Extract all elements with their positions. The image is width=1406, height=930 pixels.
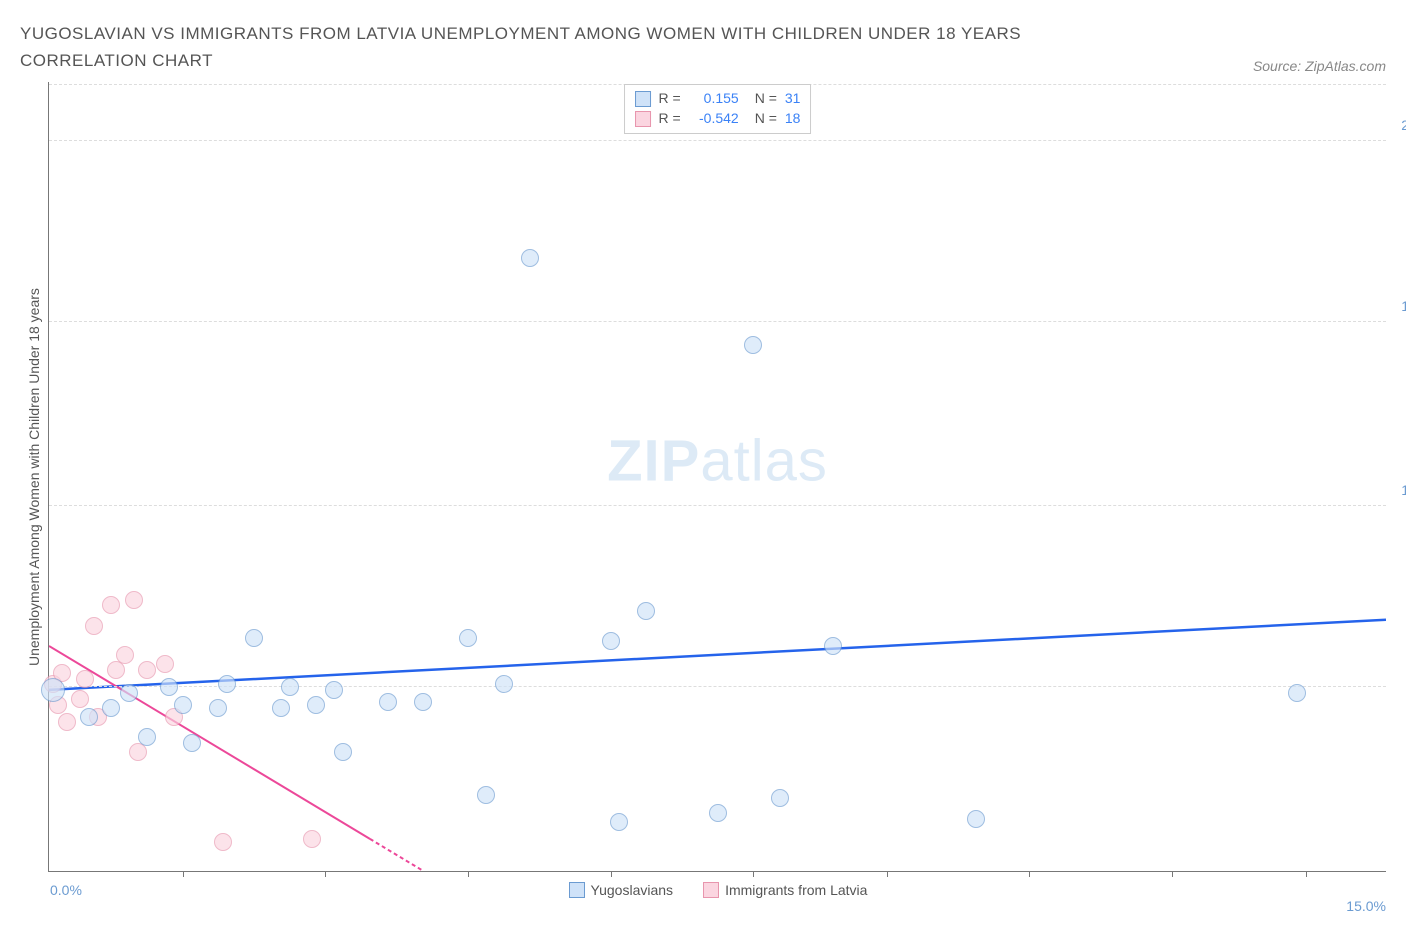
data-point [459, 629, 477, 647]
data-point [521, 249, 539, 267]
x-tick [183, 871, 184, 877]
stat-r-value: 0.155 [689, 89, 739, 109]
watermark-bold: ZIP [607, 429, 700, 494]
y-tick-label: 12.5% [1391, 482, 1406, 498]
data-point [477, 786, 495, 804]
data-point [138, 661, 156, 679]
data-point [245, 629, 263, 647]
grid-line [49, 321, 1386, 322]
data-point [120, 684, 138, 702]
legend-stats: R = 0.155 N = 31 R = -0.542 N = 18 [624, 84, 812, 133]
data-point [709, 804, 727, 822]
data-point [138, 728, 156, 746]
data-point [183, 734, 201, 752]
x-tick [887, 871, 888, 877]
x-tick [1029, 871, 1030, 877]
chart-header: YUGOSLAVIAN VS IMMIGRANTS FROM LATVIA UN… [20, 20, 1386, 74]
legend-series: Yugoslavians Immigrants from Latvia [50, 882, 1386, 898]
legend-swatch [635, 111, 651, 127]
data-point [334, 743, 352, 761]
data-point [303, 830, 321, 848]
legend-item: Yugoslavians [569, 882, 674, 898]
data-point [125, 591, 143, 609]
chart-title: YUGOSLAVIAN VS IMMIGRANTS FROM LATVIA UN… [20, 20, 1120, 74]
x-axis-labels: 0.0% YugoslaviansImmigrants from Latvia … [50, 882, 1386, 902]
data-point [281, 678, 299, 696]
data-point [85, 617, 103, 635]
legend-swatch [569, 882, 585, 898]
data-point [1288, 684, 1306, 702]
chart-source: Source: ZipAtlas.com [1253, 58, 1386, 74]
stat-n-label: N = [755, 109, 777, 129]
data-point [307, 696, 325, 714]
data-point [102, 699, 120, 717]
data-point [76, 670, 94, 688]
legend-label: Yugoslavians [591, 882, 674, 898]
x-tick [468, 871, 469, 877]
data-point [610, 813, 628, 831]
y-tick-label: 18.8% [1391, 298, 1406, 314]
legend-label: Immigrants from Latvia [725, 882, 867, 898]
x-tick [611, 871, 612, 877]
data-point [325, 681, 343, 699]
data-point [80, 708, 98, 726]
stat-n-value: 31 [785, 89, 801, 109]
legend-item: Immigrants from Latvia [703, 882, 867, 898]
data-point [174, 696, 192, 714]
data-point [214, 833, 232, 851]
data-point [495, 675, 513, 693]
stat-n-value: 18 [785, 109, 801, 129]
grid-line [49, 505, 1386, 506]
data-point [41, 678, 65, 702]
data-point [71, 690, 89, 708]
plot-area: ZIPatlas R =0.155N = 31R =-0.542N = 18 6… [48, 82, 1386, 872]
data-point [160, 678, 178, 696]
data-point [156, 655, 174, 673]
data-point [102, 596, 120, 614]
data-point [824, 637, 842, 655]
legend-swatch [635, 91, 651, 107]
correlation-chart: YUGOSLAVIAN VS IMMIGRANTS FROM LATVIA UN… [20, 20, 1386, 902]
watermark: ZIPatlas [607, 428, 828, 495]
stat-r-label: R = [659, 89, 681, 109]
data-point [58, 713, 76, 731]
data-point [116, 646, 134, 664]
watermark-light: atlas [700, 429, 828, 494]
y-axis-label: Unemployment Among Women with Children U… [20, 82, 48, 872]
trend-lines [49, 82, 1386, 871]
legend-stat-row: R = 0.155 N = 31 [635, 89, 801, 109]
x-tick [1172, 871, 1173, 877]
grid-line [49, 140, 1386, 141]
y-tick-label: 25.0% [1391, 117, 1406, 133]
data-point [379, 693, 397, 711]
data-point [414, 693, 432, 711]
stat-r-label: R = [659, 109, 681, 129]
plot-wrapper: Unemployment Among Women with Children U… [20, 82, 1386, 872]
stat-n-label: N = [755, 89, 777, 109]
data-point [272, 699, 290, 717]
y-tick-label: 6.3% [1391, 663, 1406, 679]
x-tick [1306, 871, 1307, 877]
grid-line [49, 686, 1386, 687]
data-point [967, 810, 985, 828]
x-tick [753, 871, 754, 877]
data-point [602, 632, 620, 650]
x-max-label: 15.0% [1346, 898, 1386, 914]
data-point [209, 699, 227, 717]
data-point [744, 336, 762, 354]
x-tick [325, 871, 326, 877]
legend-swatch [703, 882, 719, 898]
data-point [771, 789, 789, 807]
stat-r-value: -0.542 [689, 109, 739, 129]
data-point [218, 675, 236, 693]
data-point [637, 602, 655, 620]
legend-stat-row: R = -0.542 N = 18 [635, 109, 801, 129]
